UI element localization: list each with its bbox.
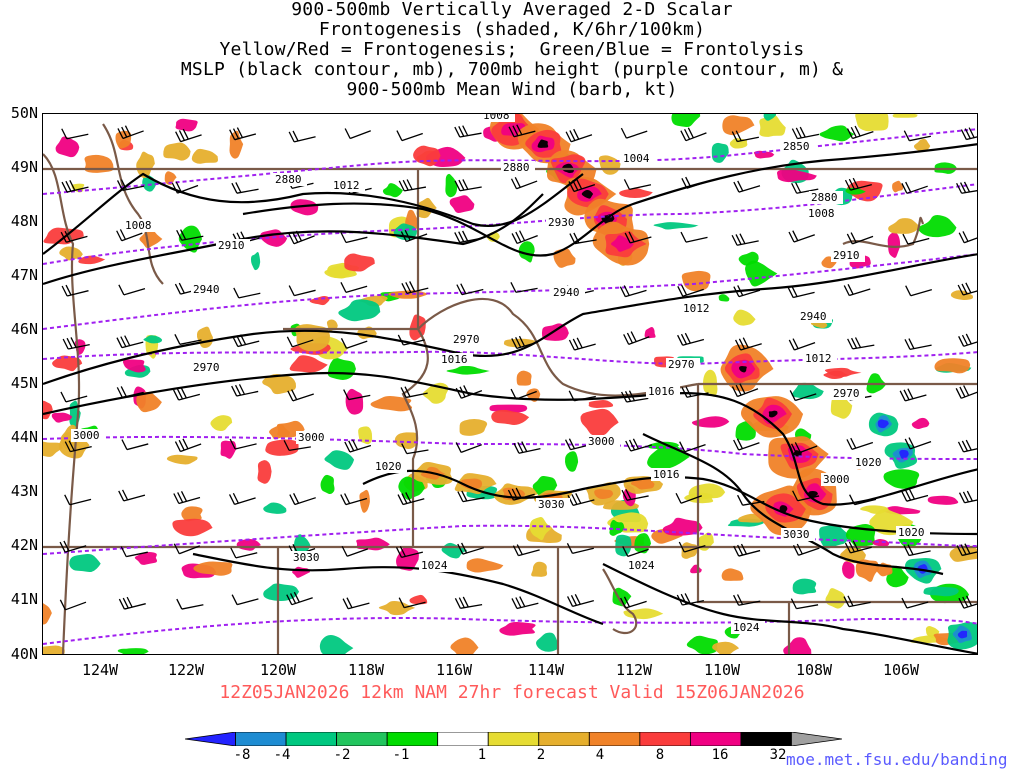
lat-label: 41N xyxy=(10,590,38,608)
chart-title: 900-500mb Vertically Averaged 2-D Scalar… xyxy=(0,0,1024,100)
lat-label: 44N xyxy=(10,428,38,446)
title-line-5: 900-500mb Mean Wind (barb, kt) xyxy=(346,79,678,100)
colorbar xyxy=(185,732,842,746)
lat-label: 42N xyxy=(10,536,38,554)
svg-text:1020: 1020 xyxy=(898,526,925,539)
colorbar-tick-label: -2 xyxy=(333,747,351,763)
title-line-3: Yellow/Red = Frontogenesis; Green/Blue =… xyxy=(219,39,805,60)
colorbar-tick-label: 8 xyxy=(655,747,665,763)
contour-labels: 1008 1004 1012 1008 1008 2930 1016 1012 1012 1016… xyxy=(71,114,930,634)
source-credit-link[interactable]: moe.met.fsu.edu/banding xyxy=(786,750,1008,769)
svg-text:3030: 3030 xyxy=(293,551,320,564)
svg-text:3030: 3030 xyxy=(783,528,810,541)
colorbar-tick-label: 1 xyxy=(477,747,487,763)
lon-label: 112W xyxy=(615,661,653,679)
svg-text:1020: 1020 xyxy=(855,456,882,469)
svg-text:2970: 2970 xyxy=(193,361,220,374)
lat-label: 40N xyxy=(10,645,38,663)
lat-label: 48N xyxy=(10,212,38,230)
svg-text:1012: 1012 xyxy=(805,352,832,365)
title-line-4: MSLP (black contour, mb), 700mb height (… xyxy=(180,59,844,80)
lat-label: 43N xyxy=(10,482,38,500)
wind-barbs xyxy=(59,124,977,611)
title-line-2: Frontogenesis (shaded, K/6hr/100km) xyxy=(318,19,706,40)
svg-text:2970: 2970 xyxy=(668,358,695,371)
lon-label: 110W xyxy=(703,661,741,679)
colorbar-tick-label: -8 xyxy=(233,747,251,763)
lon-label: 106W xyxy=(882,661,920,679)
svg-text:1024: 1024 xyxy=(628,559,655,572)
lat-label: 45N xyxy=(10,374,38,392)
svg-text:3000: 3000 xyxy=(588,435,615,448)
svg-text:1016: 1016 xyxy=(653,468,680,481)
svg-text:2910: 2910 xyxy=(218,239,245,252)
lon-label: 122W xyxy=(167,661,205,679)
svg-text:2970: 2970 xyxy=(453,333,480,346)
colorbar-tick-label: 16 xyxy=(711,747,729,763)
svg-text:1012: 1012 xyxy=(683,302,710,315)
svg-text:1016: 1016 xyxy=(648,385,675,398)
lon-label: 116W xyxy=(435,661,473,679)
svg-text:2880: 2880 xyxy=(811,191,838,204)
forecast-valid-line: 12Z05JAN2026 12km NAM 27hr forecast Vali… xyxy=(219,682,805,703)
lat-label: 47N xyxy=(10,266,38,284)
svg-text:1004: 1004 xyxy=(623,152,650,165)
map-canvas: 1008 1004 1012 1008 1008 2930 1016 1012 1012 1016… xyxy=(43,114,977,654)
lon-label: 120W xyxy=(259,661,297,679)
svg-text:1016: 1016 xyxy=(441,353,468,366)
svg-text:2940: 2940 xyxy=(800,310,827,323)
colorbar-tick-label: 4 xyxy=(595,747,605,763)
lat-label: 46N xyxy=(10,320,38,338)
svg-text:2940: 2940 xyxy=(553,286,580,299)
title-line-1: 900-500mb Vertically Averaged 2-D Scalar xyxy=(291,0,733,20)
svg-text:1008: 1008 xyxy=(125,219,152,232)
svg-text:1020: 1020 xyxy=(375,460,402,473)
lon-label: 108W xyxy=(795,661,833,679)
colorbar-tick-label: 32 xyxy=(769,747,787,763)
pressure-contours xyxy=(43,143,977,654)
map-panel: 1008 1004 1012 1008 1008 2930 1016 1012 1012 1016… xyxy=(42,113,978,655)
svg-text:2970: 2970 xyxy=(833,387,860,400)
svg-text:1024: 1024 xyxy=(733,621,760,634)
svg-text:2930: 2930 xyxy=(548,216,575,229)
svg-text:3000: 3000 xyxy=(298,431,325,444)
svg-text:1012: 1012 xyxy=(333,179,360,192)
svg-text:1008: 1008 xyxy=(808,207,835,220)
svg-text:2850: 2850 xyxy=(783,140,810,153)
svg-text:3030: 3030 xyxy=(538,498,565,511)
lon-label: 118W xyxy=(347,661,385,679)
lon-label: 124W xyxy=(81,661,119,679)
lat-label: 49N xyxy=(10,158,38,176)
colorbar-tick-label: 2 xyxy=(536,747,546,763)
svg-text:1008: 1008 xyxy=(483,114,510,122)
lon-label: 114W xyxy=(527,661,565,679)
svg-text:3000: 3000 xyxy=(73,429,100,442)
svg-text:3000: 3000 xyxy=(823,473,850,486)
colorbar-tick-label: -4 xyxy=(273,747,291,763)
colorbar-tick-label: -1 xyxy=(392,747,410,763)
svg-text:1024: 1024 xyxy=(421,559,448,572)
lat-label: 50N xyxy=(10,104,38,122)
svg-text:2940: 2940 xyxy=(193,283,220,296)
svg-text:2910: 2910 xyxy=(833,249,860,262)
svg-text:2880: 2880 xyxy=(275,173,302,186)
svg-text:2880: 2880 xyxy=(503,161,530,174)
